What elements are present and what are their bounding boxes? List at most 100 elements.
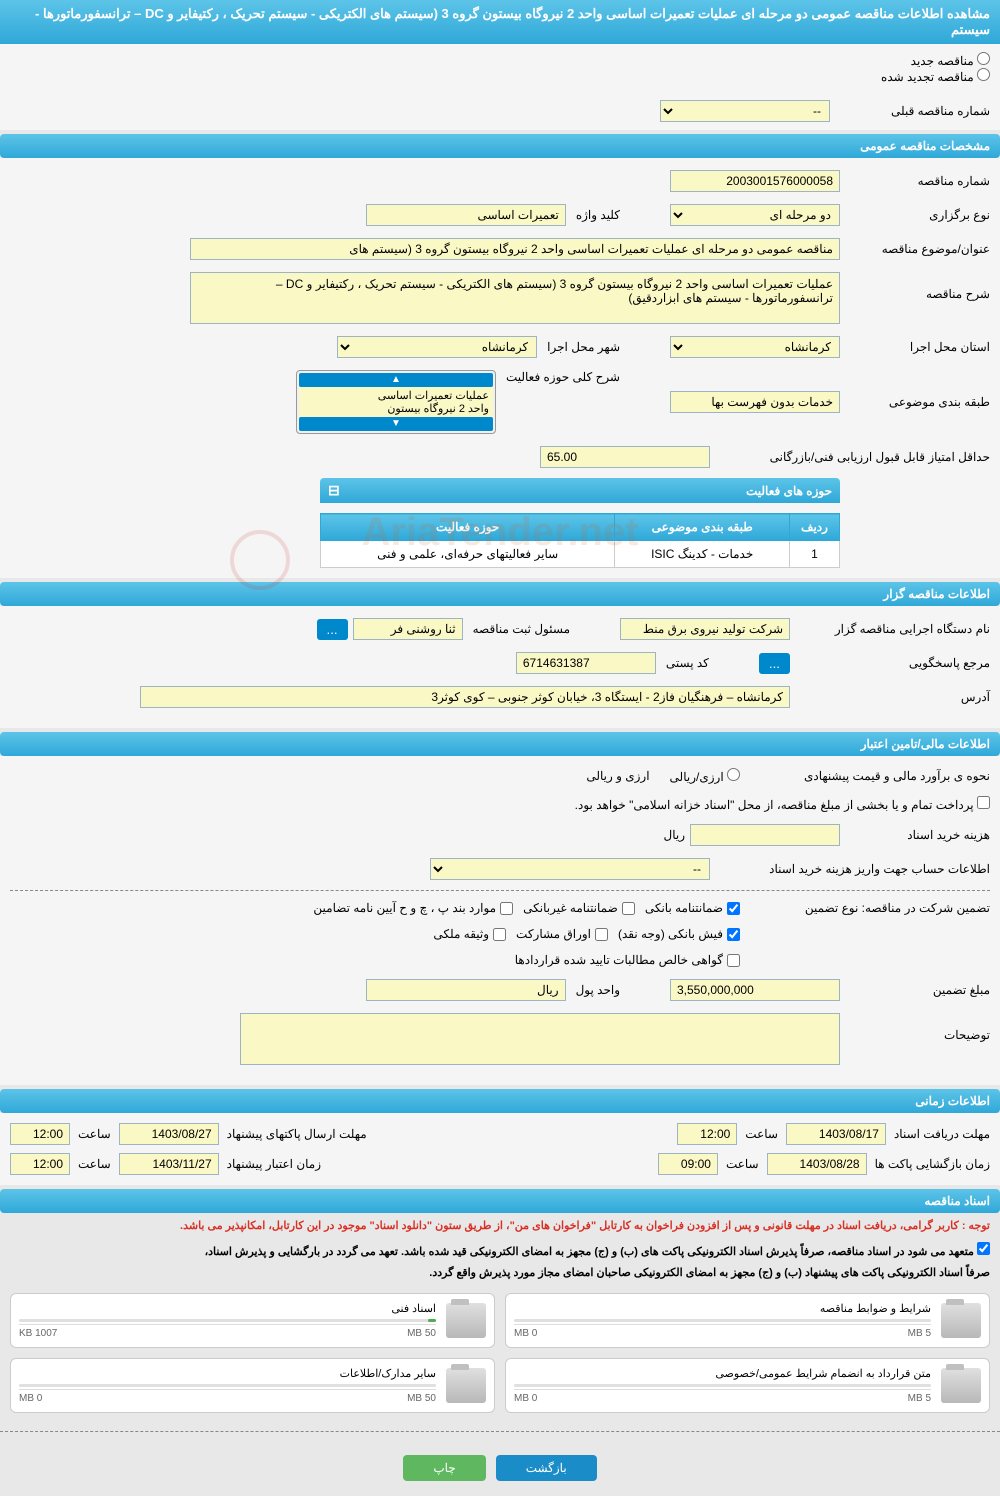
treasury-checkbox[interactable] — [977, 796, 990, 809]
doc4-title: سایر مدارک/اطلاعات — [19, 1367, 436, 1380]
radio-rial-currency[interactable]: ارزی/ریالی — [670, 768, 740, 784]
bottom-divider — [0, 1431, 1000, 1432]
exec-org-input[interactable] — [620, 618, 790, 640]
doc4-used: 0 MB — [19, 1393, 42, 1404]
time1-input[interactable] — [677, 1123, 737, 1145]
doc2-used: 1007 KB — [19, 1328, 57, 1339]
doc-box-1[interactable]: شرایط و ضوابط مناقصه 5 MB0 MB — [505, 1293, 990, 1348]
postal-code-input[interactable] — [516, 652, 656, 674]
prev-number-select[interactable]: -- — [660, 100, 830, 122]
open-time-label: زمان بازگشایی پاکت ها — [875, 1157, 990, 1171]
docs-grid: اسناد فنی 50 MB1007 KB شرایط و ضوابط منا… — [0, 1283, 1000, 1423]
account-select[interactable]: -- — [430, 858, 710, 880]
cb-nonbank-guarantee[interactable] — [622, 902, 635, 915]
address-label: آدرس — [790, 690, 990, 704]
cb-receivables-label: گواهی خالص مطالبات تایید شده قراردادها — [515, 953, 723, 967]
radio-renewed-input[interactable] — [977, 68, 990, 81]
cb-bonds[interactable] — [595, 928, 608, 941]
date3-input[interactable] — [767, 1153, 867, 1175]
min-score-input[interactable] — [540, 446, 710, 468]
cb-property[interactable] — [493, 928, 506, 941]
min-score-label: حداقل امتیاز قابل قبول ارزیابی فنی/بازرگ… — [710, 450, 990, 464]
category-label: طبقه بندی موضوعی — [840, 395, 990, 409]
doc1-used: 0 MB — [514, 1328, 537, 1339]
cb-bank-guarantee[interactable] — [727, 902, 740, 915]
description-label: شرح مناقصه — [840, 272, 990, 301]
scroll-down-icon[interactable]: ▼ — [299, 417, 493, 431]
registrar-input[interactable] — [353, 618, 463, 640]
activity-table-header: حوزه های فعالیت ⊟ — [320, 478, 840, 503]
time-word3: ساعت — [726, 1157, 759, 1171]
section-financial: اطلاعات مالی/تامین اعتبار — [0, 732, 1000, 756]
exec-org-label: نام دستگاه اجرایی مناقصه گزار — [790, 622, 990, 636]
time3-input[interactable] — [658, 1153, 718, 1175]
back-button[interactable]: بازگشت — [496, 1455, 597, 1481]
scope-line1: عملیات تعمیرات اساسی — [303, 389, 489, 402]
doc-box-2[interactable]: اسناد فنی 50 MB1007 KB — [10, 1293, 495, 1348]
time2-input[interactable] — [10, 1123, 70, 1145]
doc-deadline-label: مهلت دریافت اسناد — [894, 1127, 990, 1141]
address-input[interactable] — [140, 686, 790, 708]
general-form: شماره مناقصه نوع برگزاری دو مرحله ای کلی… — [0, 158, 1000, 578]
type-select[interactable]: دو مرحله ای — [670, 204, 840, 226]
page-title: مشاهده اطلاعات مناقصه عمومی دو مرحله ای … — [0, 0, 1000, 44]
cb-property-label: وثیقه ملکی — [433, 927, 489, 941]
registrar-label: مسئول ثبت مناقصه — [473, 622, 570, 636]
cb-bank-receipt[interactable] — [727, 928, 740, 941]
cell-row: 1 — [790, 541, 840, 568]
treasury-checkbox-row[interactable]: پرداخت تمام و یا بخشی از مبلغ مناقصه، از… — [575, 796, 990, 812]
description-textarea[interactable]: عملیات تعمیرات اساسی واحد 2 نیروگاه بیست… — [190, 272, 840, 324]
province-select[interactable]: کرمانشاه — [670, 336, 840, 358]
col-activity: حوزه فعالیت — [321, 514, 615, 541]
section-general: مشخصات مناقصه عمومی — [0, 134, 1000, 158]
radio-rial-input[interactable] — [727, 768, 740, 781]
bottom-buttons: بازگشت چاپ — [0, 1440, 1000, 1496]
rial-unit: ریال — [663, 828, 685, 842]
cb-bank-label: ضمانتنامه بانکی — [645, 901, 723, 915]
city-select[interactable]: کرمانشاه — [337, 336, 537, 358]
activity-scope-box: ▲ عملیات تعمیرات اساسی واحد 2 نیروگاه بی… — [296, 370, 496, 434]
tender-number-input[interactable] — [670, 170, 840, 192]
commit-checkbox[interactable] — [977, 1242, 990, 1255]
treasury-note-label: پرداخت تمام و یا بخشی از مبلغ مناقصه، از… — [575, 798, 974, 812]
doc-cost-input[interactable] — [690, 824, 840, 846]
guarantee-amount-input[interactable] — [670, 979, 840, 1001]
cb-regulation[interactable] — [500, 902, 513, 915]
doc-box-3[interactable]: متن قرارداد به انضمام شرایط عمومی/خصوصی … — [505, 1358, 990, 1413]
doc2-title: اسناد فنی — [19, 1302, 436, 1315]
date2-input[interactable] — [119, 1123, 219, 1145]
notes-textarea[interactable] — [240, 1013, 840, 1065]
currency-unit-input[interactable] — [366, 979, 566, 1001]
time-word2: ساعت — [78, 1127, 111, 1141]
response-browse-button[interactable]: ... — [759, 653, 790, 674]
estimate-method-label: نحوه ی برآورد مالی و قیمت پیشنهادی — [740, 769, 990, 783]
table-row: 1 خدمات - کدینگ ISIC سایر فعالیتهای حرفه… — [321, 541, 840, 568]
time-form: مهلت دریافت اسناد ساعت مهلت ارسال پاکتها… — [0, 1113, 1000, 1185]
doc4-total: 50 MB — [407, 1393, 436, 1404]
guarantee-amount-label: مبلغ تضمین — [840, 983, 990, 997]
date4-input[interactable] — [119, 1153, 219, 1175]
registrar-browse-button[interactable]: ... — [317, 619, 348, 640]
city-label: شهر محل اجرا — [547, 340, 620, 354]
radio-new-input[interactable] — [977, 52, 990, 65]
print-button[interactable]: چاپ — [403, 1455, 485, 1481]
date1-input[interactable] — [786, 1123, 886, 1145]
tender-number-label: شماره مناقصه — [840, 174, 990, 188]
doc-box-4[interactable]: سایر مدارک/اطلاعات 50 MB 0 MB — [10, 1358, 495, 1413]
doc-cost-label: هزینه خرید اسناد — [840, 828, 990, 842]
tender-type-radios: مناقصه جدید مناقصه تجدید شده — [0, 44, 1000, 92]
subject-label: عنوان/موضوع مناقصه — [840, 242, 990, 256]
currency-rial-label: ارزی و ریالی — [586, 769, 649, 783]
activity-header-label: حوزه های فعالیت — [746, 484, 832, 498]
activity-table: ردیف طبقه بندی موضوعی حوزه فعالیت 1 خدما… — [320, 513, 840, 568]
category-input[interactable] — [670, 391, 840, 413]
cb-receivables[interactable] — [727, 954, 740, 967]
keyword-input[interactable] — [366, 204, 566, 226]
response-ref-label: مرجع پاسخگویی — [790, 656, 990, 670]
subject-input[interactable] — [190, 238, 840, 260]
scroll-up-icon[interactable]: ▲ — [299, 373, 493, 387]
radio-renewed-tender[interactable]: مناقصه تجدید شده — [881, 68, 990, 84]
time4-input[interactable] — [10, 1153, 70, 1175]
collapse-icon[interactable]: ⊟ — [328, 482, 340, 499]
radio-new-tender[interactable]: مناقصه جدید — [911, 52, 990, 68]
